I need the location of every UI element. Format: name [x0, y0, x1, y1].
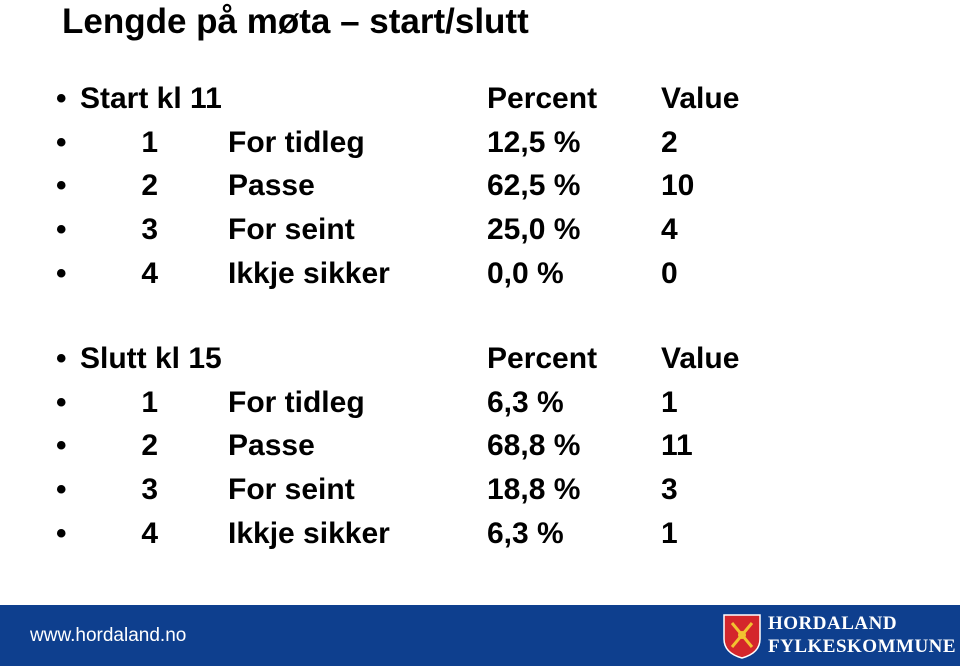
column-header: Value — [661, 342, 740, 375]
row-label: Passe — [228, 169, 315, 203]
logo-shield — [723, 614, 761, 659]
row-label: For tidleg — [228, 125, 365, 159]
row-percent: 62,5 % — [487, 169, 581, 203]
bullet: • — [56, 256, 67, 290]
row-percent: 25,0 % — [487, 213, 581, 247]
row-percent: 6,3 % — [487, 516, 564, 550]
row-value: 10 — [661, 169, 695, 203]
row-label: For tidleg — [228, 385, 365, 419]
slide-title: Lengde på møta – start/slutt — [62, 2, 529, 41]
row-percent: 6,3 % — [487, 385, 564, 419]
section-label: Slutt kl 15 — [80, 342, 222, 375]
row-value: 11 — [661, 429, 693, 463]
bullet: • — [56, 429, 67, 463]
row-percent: 18,8 % — [487, 473, 581, 507]
row-label: Ikkje sikker — [228, 256, 390, 290]
row-label: Ikkje sikker — [228, 516, 390, 550]
row-value: 1 — [661, 516, 678, 550]
footer-url: www.hordaland.no — [30, 625, 187, 646]
row-label: For seint — [228, 213, 355, 247]
bullet: • — [56, 473, 67, 507]
logo-line1: HORDALAND — [768, 613, 898, 634]
row-number: 1 — [141, 385, 158, 419]
footer-bar: www.hordaland.no HORDALAND FYLKESKOMMUNE — [0, 605, 960, 666]
row-label: For seint — [228, 473, 355, 507]
row-value: 2 — [661, 125, 678, 159]
section-label: Start kl 11 — [80, 82, 222, 115]
row-label: Passe — [228, 429, 315, 463]
bullet: • — [56, 125, 67, 159]
row-number: 3 — [141, 473, 158, 507]
row-value: 3 — [661, 473, 678, 507]
bullet: • — [56, 213, 67, 247]
row-number: 3 — [141, 213, 158, 247]
row-number: 4 — [141, 516, 158, 550]
row-value: 4 — [661, 213, 678, 247]
row-number: 4 — [141, 256, 158, 290]
row-number: 1 — [141, 125, 158, 159]
bullet: • — [56, 516, 67, 550]
row-percent: 68,8 % — [487, 429, 581, 463]
bullet: • — [56, 169, 67, 203]
row-value: 0 — [661, 256, 678, 290]
row-value: 1 — [661, 385, 678, 419]
bullet: • — [56, 342, 67, 375]
row-number: 2 — [141, 169, 158, 203]
column-header: Percent — [487, 82, 598, 115]
bullet: • — [56, 82, 67, 115]
row-percent: 12,5 % — [487, 125, 581, 159]
row-percent: 0,0 % — [487, 256, 564, 290]
bullet: • — [56, 385, 67, 419]
logo-line2: FYLKESKOMMUNE — [768, 636, 957, 657]
column-header: Percent — [487, 342, 598, 375]
row-number: 2 — [141, 429, 158, 463]
column-header: Value — [661, 82, 740, 115]
